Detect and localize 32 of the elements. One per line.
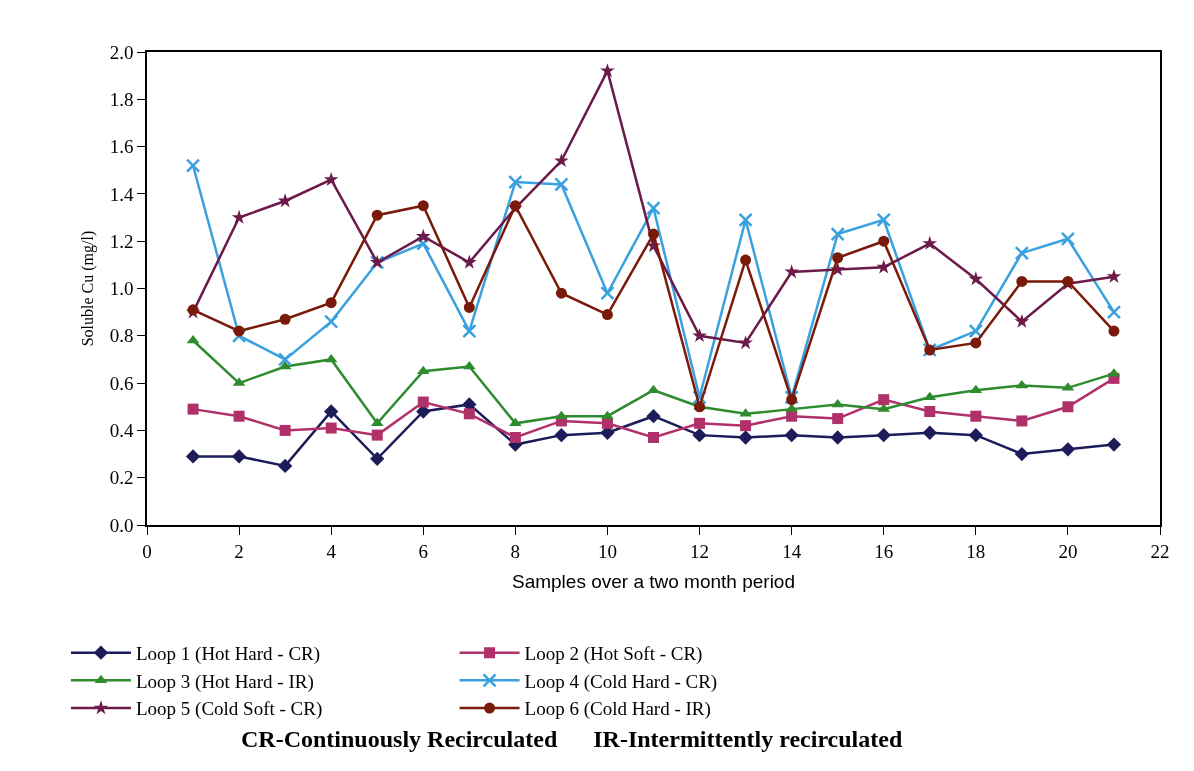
- x-tick-label: 0: [142, 540, 152, 562]
- legend-label: Loop 5 (Cold Soft - CR): [135, 698, 323, 721]
- x-tick-label: 8: [510, 540, 521, 562]
- x-tick-label: 10: [597, 540, 617, 562]
- x-tick-label: 6: [418, 540, 429, 562]
- text: CR-Continuously Recirculated IR-Intermittently recirculated: [241, 726, 903, 752]
- x-tick-label: 12: [690, 540, 710, 562]
- x-tick-label: 18: [966, 540, 986, 562]
- y-tick-label: 0.8: [109, 325, 134, 347]
- legend-label: Loop 1 (Hot Hard - CR): [135, 643, 321, 666]
- x-tick-label: 22: [1150, 540, 1170, 562]
- y-tick-label: 1.4: [109, 183, 134, 205]
- x-tick-label: 20: [1058, 540, 1078, 562]
- legend-label: Loop 6 (Cold Hard - IR): [524, 698, 711, 721]
- y-tick-label: 1.6: [109, 136, 134, 158]
- y-axis-title: Soluble Cu (mg/l): [79, 230, 98, 347]
- x-tick-label: 14: [782, 540, 802, 562]
- y-tick-label: 0.6: [109, 372, 134, 394]
- y-tick-label: 1.0: [109, 278, 134, 300]
- legend-label: Loop 3 (Hot Hard - IR): [135, 670, 314, 693]
- legend-label: Loop 4 (Cold Hard - CR): [524, 670, 718, 693]
- legend-label: Loop 2 (Hot Soft - CR): [524, 643, 703, 666]
- y-tick-label: 1.2: [109, 230, 134, 252]
- y-tick-label: 0.2: [109, 467, 134, 489]
- x-axis-title: Samples over a two month period: [511, 570, 796, 592]
- y-tick-label: 1.8: [109, 88, 134, 110]
- x-tick-label: 4: [326, 540, 337, 562]
- y-tick-label: 2.0: [109, 41, 134, 63]
- y-tick-label: 0.4: [109, 420, 134, 442]
- x-tick-label: 2: [234, 540, 244, 562]
- x-tick-label: 16: [874, 540, 894, 562]
- y-tick-label: 0.0: [109, 514, 134, 536]
